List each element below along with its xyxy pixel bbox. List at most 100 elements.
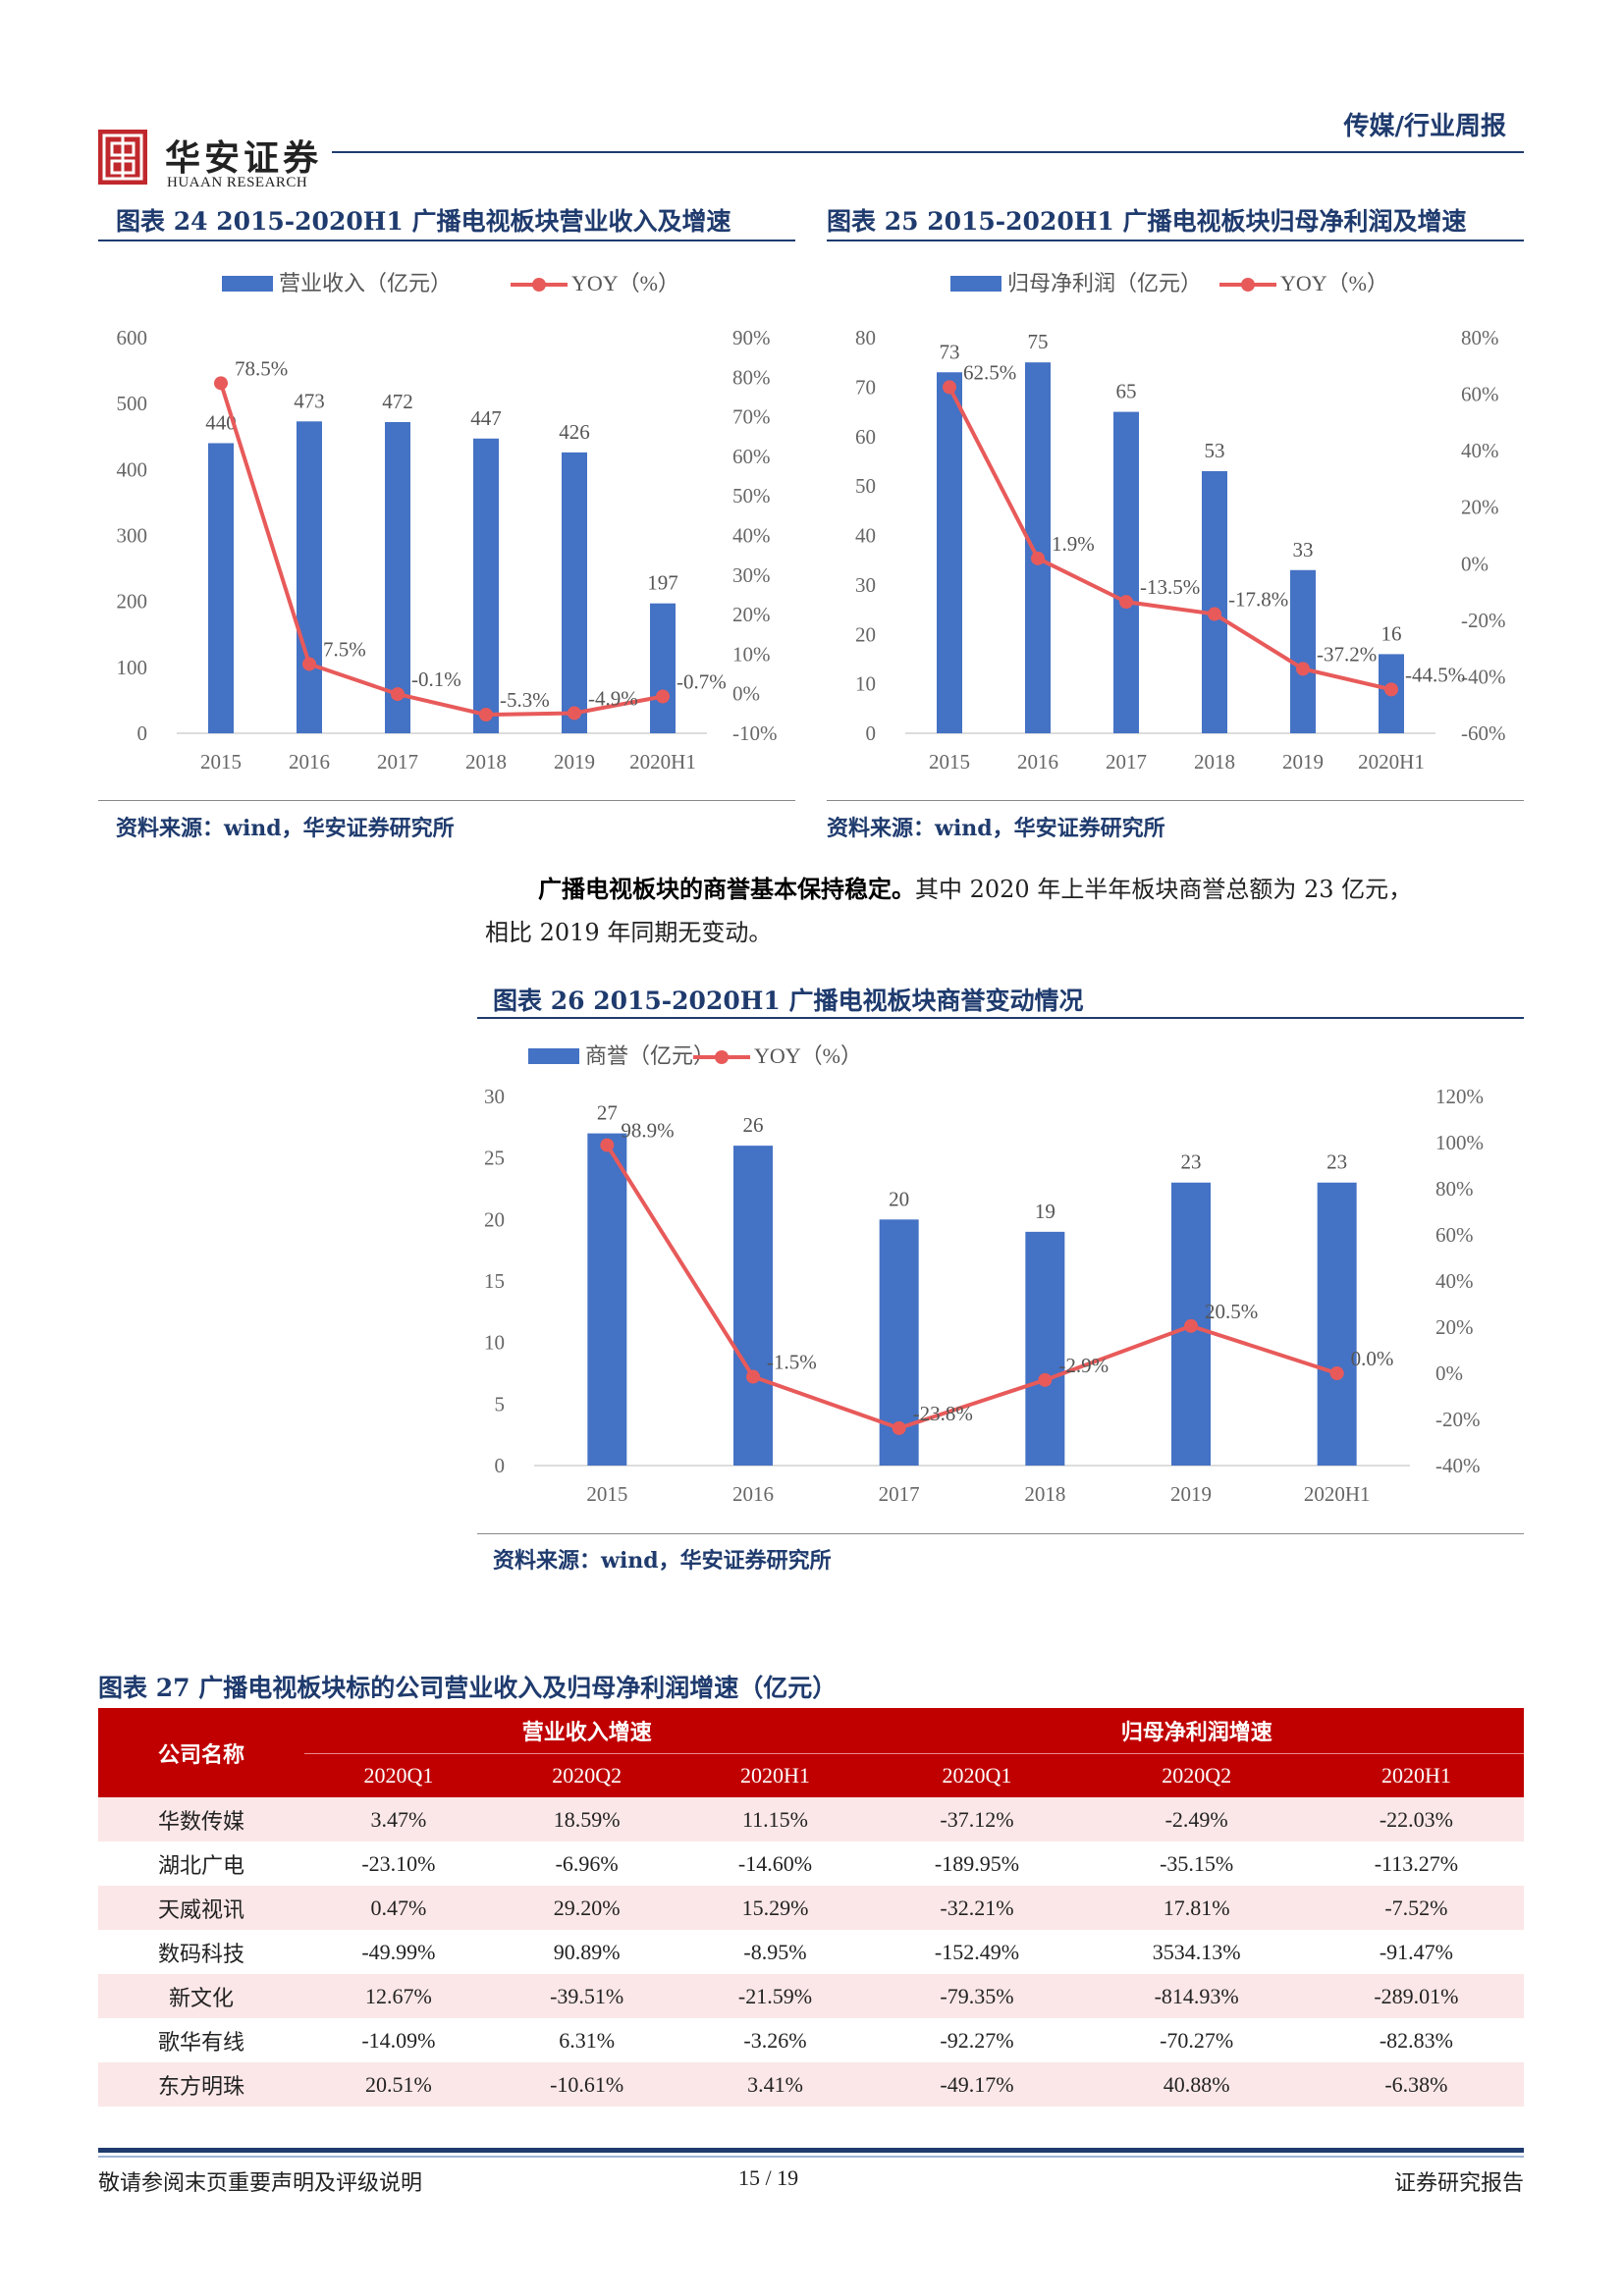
legend-bar-swatch: [222, 276, 273, 292]
bar: [208, 443, 234, 733]
subcol-header: 2020Q1: [869, 1753, 1085, 1797]
x-tick-label: 2016: [732, 1482, 774, 1506]
fig24-chart: 营业收入（亿元） YOY（%） 0 100 200 300 400 500 600 -10% 0% 1…: [117, 271, 778, 774]
yoy-value-label: 20.5%: [1205, 1300, 1258, 1323]
yoy-point: [1208, 607, 1221, 621]
fig26-top-rule: [477, 1017, 1524, 1019]
y-right-tick-label: 40%: [1461, 439, 1499, 462]
yoy-line: [605, 1144, 1338, 1431]
value-cell: -22.03%: [1308, 1797, 1524, 1842]
header-rule: [332, 151, 1524, 153]
value-cell: 40.88%: [1084, 2062, 1309, 2107]
value-cell: 20.51%: [304, 2062, 493, 2107]
y-right-tick-label: -20%: [1461, 609, 1506, 632]
yoy-point: [1031, 551, 1045, 565]
bar-value-label: 65: [1116, 380, 1137, 403]
yoy-value-label: 78.5%: [235, 356, 288, 380]
legend-line-label: YOY（%）: [754, 1043, 862, 1068]
fig25-chart: 归母净利润（亿元） YOY（%） 0 10 20 30 40 50 60 70 80 -60% -40%…: [855, 271, 1506, 774]
table-row: 东方明珠 20.51% -10.61% 3.41% -49.17% 40.88% -6.38…: [98, 2062, 1524, 2107]
value-cell: -23.10%: [361, 1850, 436, 1876]
value-cell: 0.47%: [304, 1886, 493, 1930]
value-cell: 6.31%: [559, 2027, 616, 2053]
value-cell: 3.41%: [680, 2062, 870, 2107]
y-left-tick-label: 0: [866, 721, 877, 745]
fig25-bottom-rule: [827, 800, 1524, 801]
bar-value-label: 23: [1181, 1150, 1202, 1174]
yoy-value-label: -0.1%: [411, 667, 461, 691]
y-right-tick-label: 90%: [732, 326, 771, 349]
table-row: 华数传媒 3.47% 18.59% 11.15% -37.12% -2.49% -22.03…: [98, 1797, 1524, 1842]
yoy-point: [214, 376, 228, 391]
legend-line-label: YOY（%）: [571, 271, 679, 295]
y-left-tick-label: 70: [855, 375, 876, 399]
value-cell: -21.59%: [680, 1974, 870, 2018]
y-right-tick-label: 0%: [1435, 1362, 1463, 1385]
yoy-point: [1184, 1318, 1198, 1333]
y-right-tick-label: -40%: [1435, 1454, 1481, 1477]
value-cell: -14.60%: [737, 1850, 813, 1876]
value-cell: -79.35%: [869, 1974, 1085, 2018]
y-left-tick-label: 40: [855, 524, 876, 548]
value-cell: 15.29%: [680, 1886, 870, 1930]
footer-rule-thin: [98, 2156, 1524, 2158]
bar-value-label: 197: [647, 571, 678, 595]
value-cell: -7.52%: [1308, 1886, 1524, 1930]
x-tick-label: 2020H1: [629, 750, 696, 774]
y-right-tick-label: 80%: [1461, 326, 1499, 349]
value-cell: 17.81%: [1084, 1886, 1309, 1930]
bar-value-label: 473: [294, 389, 325, 412]
y-right-tick-label: -20%: [1435, 1408, 1481, 1431]
value-cell: -6.38%: [1308, 2062, 1524, 2107]
fig27-table: 公司名称 营业收入增速 归母净利润增速 2020Q1 2020Q2 2020H1…: [98, 1708, 1524, 2107]
yoy-point: [943, 380, 956, 395]
bar-value-label: 23: [1326, 1150, 1347, 1174]
bar-value-label: 447: [470, 406, 502, 430]
y-right-tick-label: 0%: [732, 682, 760, 706]
y-left-tick-label: 0: [137, 721, 148, 745]
y-right-tick-label: 20%: [732, 603, 771, 626]
bar-value-label: 20: [889, 1187, 909, 1210]
y-left-tick-label: 100: [117, 656, 148, 679]
legend-bar-swatch: [950, 276, 1001, 292]
bar: [937, 372, 962, 733]
yoy-point: [600, 1138, 615, 1152]
value-cell: -6.96%: [555, 1850, 619, 1876]
fig26-title: 图表 26 2015-2020H1 广播电视板块商誉变动情况: [493, 987, 1084, 1015]
body-paragraph: 广播电视板块的商誉基本保持稳定。其中 2020 年上半年板块商誉总额为 23 亿…: [485, 868, 1526, 954]
bar: [297, 421, 322, 733]
x-tick-label: 2019: [1170, 1482, 1212, 1506]
yoy-value-label: -23.8%: [913, 1402, 973, 1425]
fig24-bottom-rule: [98, 800, 795, 801]
company-logo-icon: [98, 130, 147, 185]
yoy-value-label: -17.8%: [1228, 588, 1288, 612]
footer-rule: [98, 2148, 1524, 2153]
x-tick-label: 2018: [1194, 750, 1235, 774]
y-right-tick-label: 60%: [732, 445, 771, 468]
report-section: 传媒/行业周报: [1343, 112, 1507, 141]
yoy-value-label: 98.9%: [621, 1119, 674, 1143]
col-group-revenue: 营业收入增速: [304, 1708, 870, 1754]
company-name-cell: 华数传媒: [98, 1797, 304, 1842]
table-row: 天威视讯 0.47% 29.20% 15.29% -32.21% 17.81% -7.52%: [98, 1886, 1524, 1930]
value-cell: -91.47%: [1379, 1939, 1453, 1964]
fig26-source: 资料来源：wind，华安证券研究所: [493, 1548, 832, 1574]
y-left-tick-label: 600: [117, 326, 148, 349]
x-tick-label: 2017: [1106, 750, 1147, 774]
y-left-tick-label: 15: [484, 1269, 505, 1293]
x-tick-label: 2015: [586, 1482, 627, 1506]
x-tick-label: 2019: [554, 750, 595, 774]
company-name-cell: 天威视讯: [98, 1886, 304, 1930]
fig24-source: 资料来源：wind，华安证券研究所: [116, 816, 455, 841]
y-right-tick-label: 30%: [732, 563, 771, 587]
table-row: 湖北广电 -23.10% -6.96% -14.60% -189.95% -35.15% -…: [98, 1842, 1524, 1886]
y-left-tick-label: 5: [495, 1392, 506, 1415]
value-cell: -37.12%: [869, 1797, 1085, 1842]
value-cell: 12.67%: [304, 1974, 493, 2018]
y-right-tick-label: 40%: [1435, 1269, 1474, 1293]
bar-value-label: 75: [1028, 330, 1049, 353]
yoy-value-label: -44.5%: [1405, 663, 1465, 686]
bar-value-label: 16: [1381, 621, 1402, 645]
yoy-point: [1296, 662, 1310, 676]
bar: [385, 421, 410, 733]
